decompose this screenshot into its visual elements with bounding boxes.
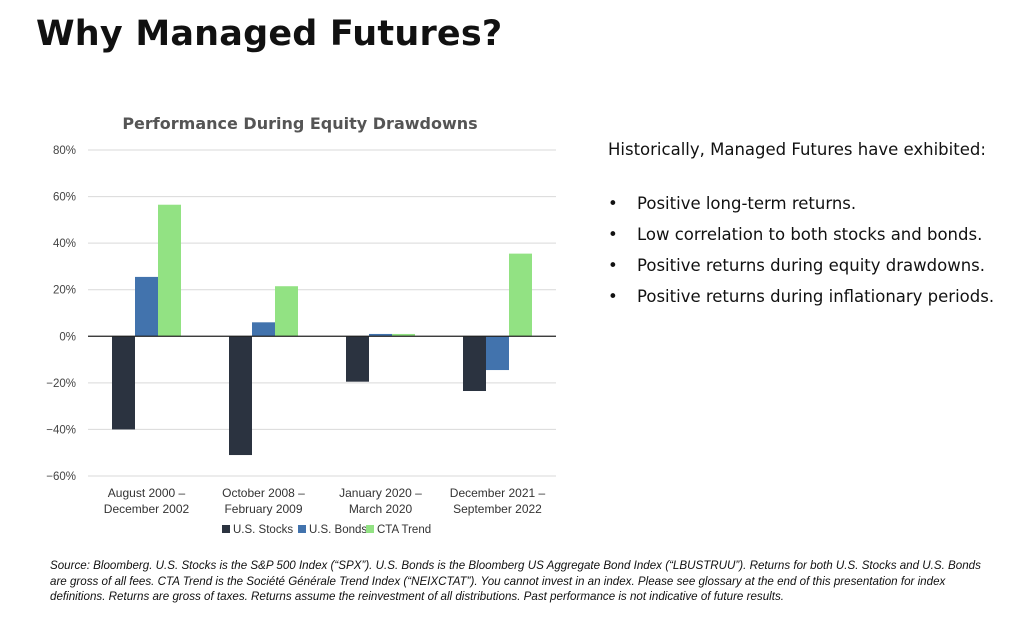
chart-container: Performance During Equity Drawdowns 80% 6… [30,108,570,548]
bar [392,333,415,337]
list-item-text: Positive returns during equity drawdowns… [637,256,985,275]
y-tick-label: 60% [53,192,76,204]
list-item: • Positive long-term returns. [608,195,1018,213]
y-tick-label: 0% [59,331,76,343]
y-tick-label: −20% [46,378,76,390]
list-item-text: Positive long-term returns. [637,194,857,213]
source-footnote: Source: Bloomberg. U.S. Stocks is the S&… [50,559,981,603]
x-tick-label: February 2009 [224,502,302,516]
x-tick-label: September 2022 [453,502,542,516]
legend-label: U.S. Bonds [309,524,367,536]
legend-swatch [222,525,230,533]
bar [463,336,486,392]
list-item: • Low correlation to both stocks and bond… [608,226,1018,244]
bar [112,336,135,430]
bar [486,336,509,371]
list-item-text: Positive returns during inflationary per… [637,287,995,306]
y-tick-label: 20% [53,285,76,297]
x-tick-label: December 2021 – [450,486,546,500]
list-item: • Positive returns during equity drawdown… [608,257,1018,275]
y-tick-label: −60% [46,471,76,483]
highlights-intro: Historically, Managed Futures have exhib… [608,140,986,159]
bar [158,204,181,337]
legend-label: U.S. Stocks [233,524,293,536]
bullet-icon: • [608,287,618,306]
bar [135,276,158,337]
chart-title: Performance During Equity Drawdowns [122,114,478,133]
bar-chart: 80% 60% 40% 20% 0% −20% −40% −60% August 2000 – D… [46,145,556,536]
y-tick-label: 80% [53,145,76,157]
x-tick-label: August 2000 – [108,486,186,500]
highlights-panel: Historically, Managed Futures have exhib… [608,140,1018,319]
legend-swatch [366,525,374,533]
highlights-list: • Positive long-term returns. • Low correl… [608,195,1018,306]
list-item-text: Low correlation to both stocks and bonds… [637,225,983,244]
bullet-icon: • [608,225,618,244]
x-tick-label: March 2020 [349,502,413,516]
bar [229,336,252,456]
bar [252,322,275,337]
bar [369,333,392,337]
bullet-icon: • [608,256,618,275]
y-tick-label: −40% [46,424,76,436]
legend-swatch [298,525,306,533]
list-item: • Positive returns during inflationary pe… [608,288,1018,306]
page-title: Why Managed Futures? [36,14,503,54]
bar [509,253,532,337]
y-tick-label: 40% [53,238,76,250]
legend-label: CTA Trend [377,524,431,536]
x-tick-label: October 2008 – [222,486,305,500]
x-tick-label: January 2020 – [339,486,422,500]
bar [275,286,298,337]
bar [346,336,369,382]
x-tick-label: December 2002 [104,502,190,516]
bullet-icon: • [608,194,618,213]
